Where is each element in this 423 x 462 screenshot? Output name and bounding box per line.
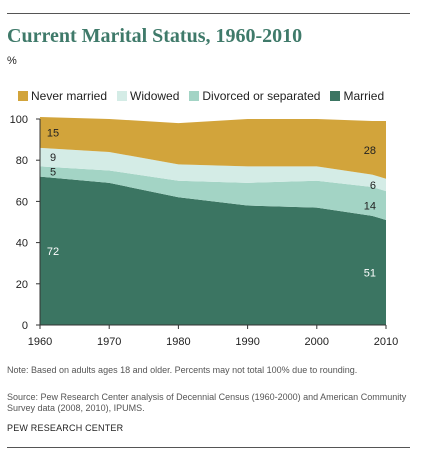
legend-item-divorced-or-separated: Divorced or separated (189, 89, 320, 103)
legend-swatch (189, 91, 200, 101)
legend-swatch (117, 91, 128, 101)
top-rule (7, 13, 410, 14)
data-label-widowed: 9 (50, 152, 56, 164)
data-label-never-married: 15 (47, 127, 59, 139)
y-tick-label: 80 (16, 155, 28, 167)
x-tick-label: 2000 (305, 336, 329, 348)
y-tick-label: 0 (22, 320, 28, 332)
x-tick-label: 1980 (166, 336, 190, 348)
area-divorced-or-separated (40, 166, 386, 220)
org-credit: PEW RESEARCH CENTER (7, 423, 124, 433)
y-tick-label: 60 (16, 196, 28, 208)
y-tick-label: 40 (16, 238, 28, 250)
x-tick-label: 1960 (28, 336, 52, 348)
legend-label: Never married (31, 89, 108, 103)
chart-title: Current Marital Status, 1960-2010 (7, 25, 303, 47)
x-tick-label: 2010 (374, 336, 398, 348)
legend-item-widowed: Widowed (117, 89, 179, 103)
area-married (40, 176, 386, 325)
data-label-married: 72 (47, 246, 59, 258)
legend-label: Widowed (130, 89, 180, 103)
area-never-married (40, 116, 386, 179)
data-label-divorced-or-separated: 14 (364, 201, 376, 213)
footnote: Note: Based on adults ages 18 and older.… (7, 365, 358, 375)
data-label-divorced-or-separated: 5 (50, 167, 56, 179)
legend-swatch (18, 91, 28, 101)
x-tick-label: 1990 (235, 336, 259, 348)
x-tick-label: 1970 (97, 336, 121, 348)
legend-label: Divorced or separated (202, 89, 321, 103)
legend-item-never-married: Never married (18, 89, 107, 103)
data-label-widowed: 6 (370, 180, 376, 192)
legend-swatch (330, 91, 341, 101)
y-tick-label: 20 (16, 279, 28, 291)
legend: Never married Widowed Divorced or separate… (18, 89, 394, 103)
data-label-married: 51 (364, 267, 376, 279)
bottom-rule (7, 447, 410, 448)
legend-item-married: Married (330, 89, 384, 103)
unit-label: % (7, 55, 17, 67)
area-widowed (40, 147, 386, 192)
legend-label: Married (343, 89, 385, 103)
source-note: Source: Pew Research Center analysis of … (7, 392, 407, 413)
y-tick-label: 100 (10, 114, 28, 126)
data-label-never-married: 28 (364, 145, 376, 157)
